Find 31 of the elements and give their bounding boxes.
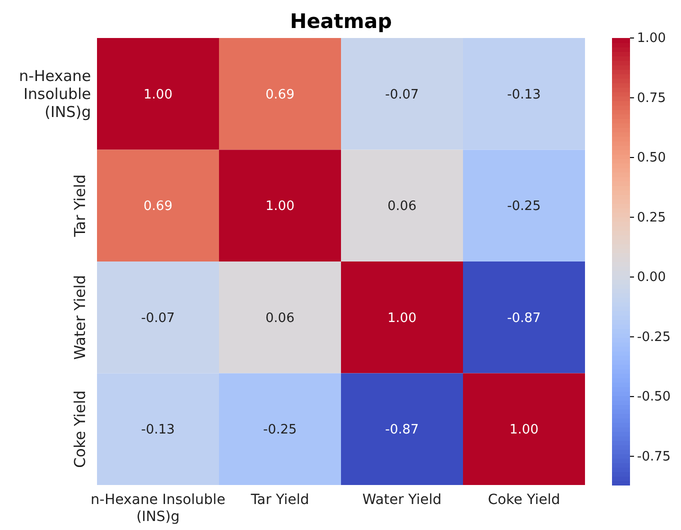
y-tick-label: n-Hexane Insoluble (INS)g [19, 66, 91, 121]
color-bar-label: 0.50 [637, 150, 666, 166]
data-label: -0.25 [507, 199, 541, 214]
y-tick-label: Water Yield [71, 274, 89, 360]
data-label: 0.69 [266, 87, 294, 102]
data-label: -0.07 [385, 87, 419, 102]
color-bar-label: 0.00 [637, 270, 666, 286]
x-tick-label: Water Yield [362, 492, 442, 508]
color-bar-label: 0.75 [637, 90, 666, 106]
data-label: 1.00 [388, 310, 416, 326]
color-bar-label: 0.25 [637, 210, 666, 226]
data-label: 0.06 [266, 310, 294, 326]
data-label: 0.69 [144, 199, 172, 214]
chart-title: Heatmap [290, 9, 392, 33]
color-bar-label: -0.75 [637, 449, 671, 464]
data-label: -0.13 [141, 422, 175, 438]
x-tick-label: Tar Yield [250, 492, 310, 508]
data-label: 0.06 [388, 199, 416, 214]
data-label: -0.87 [385, 422, 419, 438]
data-label: -0.25 [263, 422, 297, 438]
y-tick-label: Tar Yield [71, 174, 89, 238]
data-label: 1.00 [510, 422, 538, 438]
x-tick-label: Coke Yield [488, 492, 560, 508]
data-label: -0.07 [141, 310, 175, 326]
data-label: 1.00 [266, 199, 294, 214]
data-label: 1.00 [144, 87, 172, 102]
color-bar-label: -0.25 [637, 330, 671, 345]
color-bar-label: 1.00 [637, 31, 666, 46]
data-label: -0.87 [507, 310, 541, 326]
color-bar-label: -0.50 [637, 390, 671, 405]
data-label: -0.13 [507, 87, 541, 102]
